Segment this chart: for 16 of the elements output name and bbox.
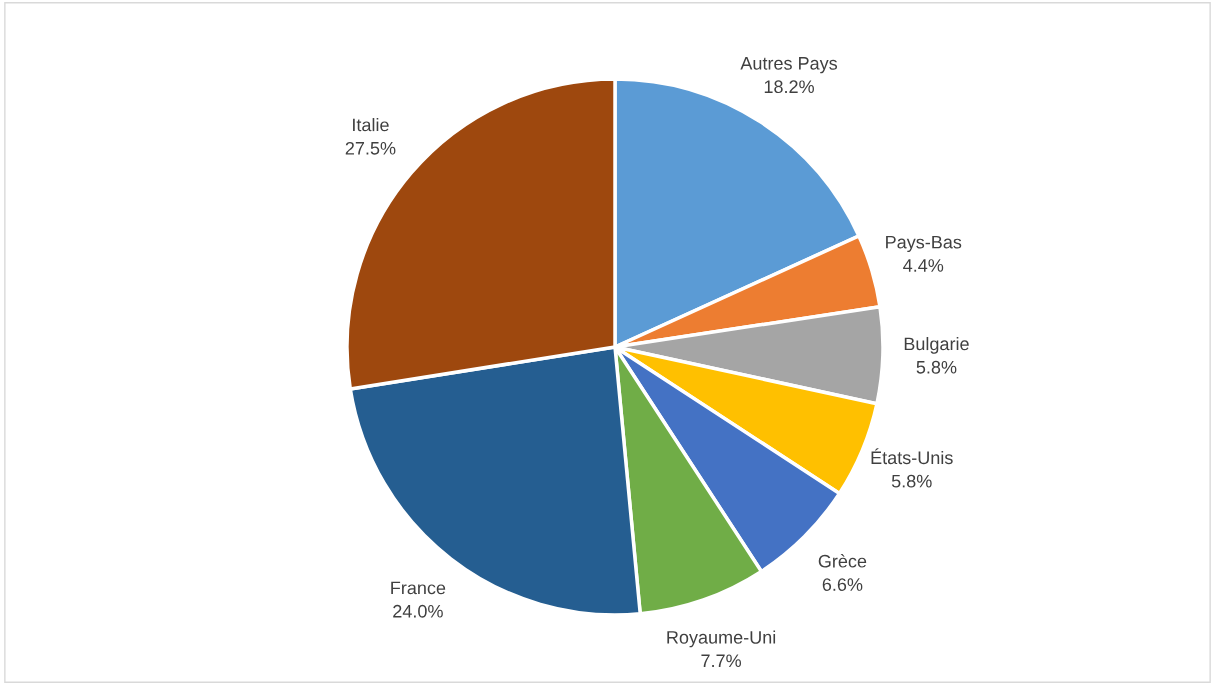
data-label: 7.7%: [701, 654, 742, 668]
data-label: 6.6%: [822, 578, 863, 591]
slice-label: Royaume-Uni: [667, 630, 776, 648]
slice-label: Grèce: [818, 554, 867, 568]
data-label: 4.4%: [903, 259, 944, 272]
slice-label: États-Unis: [871, 448, 953, 465]
slice-label: Autres Pays: [740, 57, 838, 74]
slice-label: Italie: [353, 118, 389, 132]
slice-label: Bulgarie: [904, 337, 969, 354]
data-label: 24.0%: [393, 604, 443, 618]
slice-label: Pays-Bas: [886, 235, 962, 253]
data-label: 27.5%: [345, 141, 396, 155]
data-label: 5.8%: [891, 474, 932, 488]
slice-label: France: [391, 581, 446, 595]
data-label: 18.2%: [764, 80, 814, 94]
data-label: 5.8%: [916, 360, 957, 374]
